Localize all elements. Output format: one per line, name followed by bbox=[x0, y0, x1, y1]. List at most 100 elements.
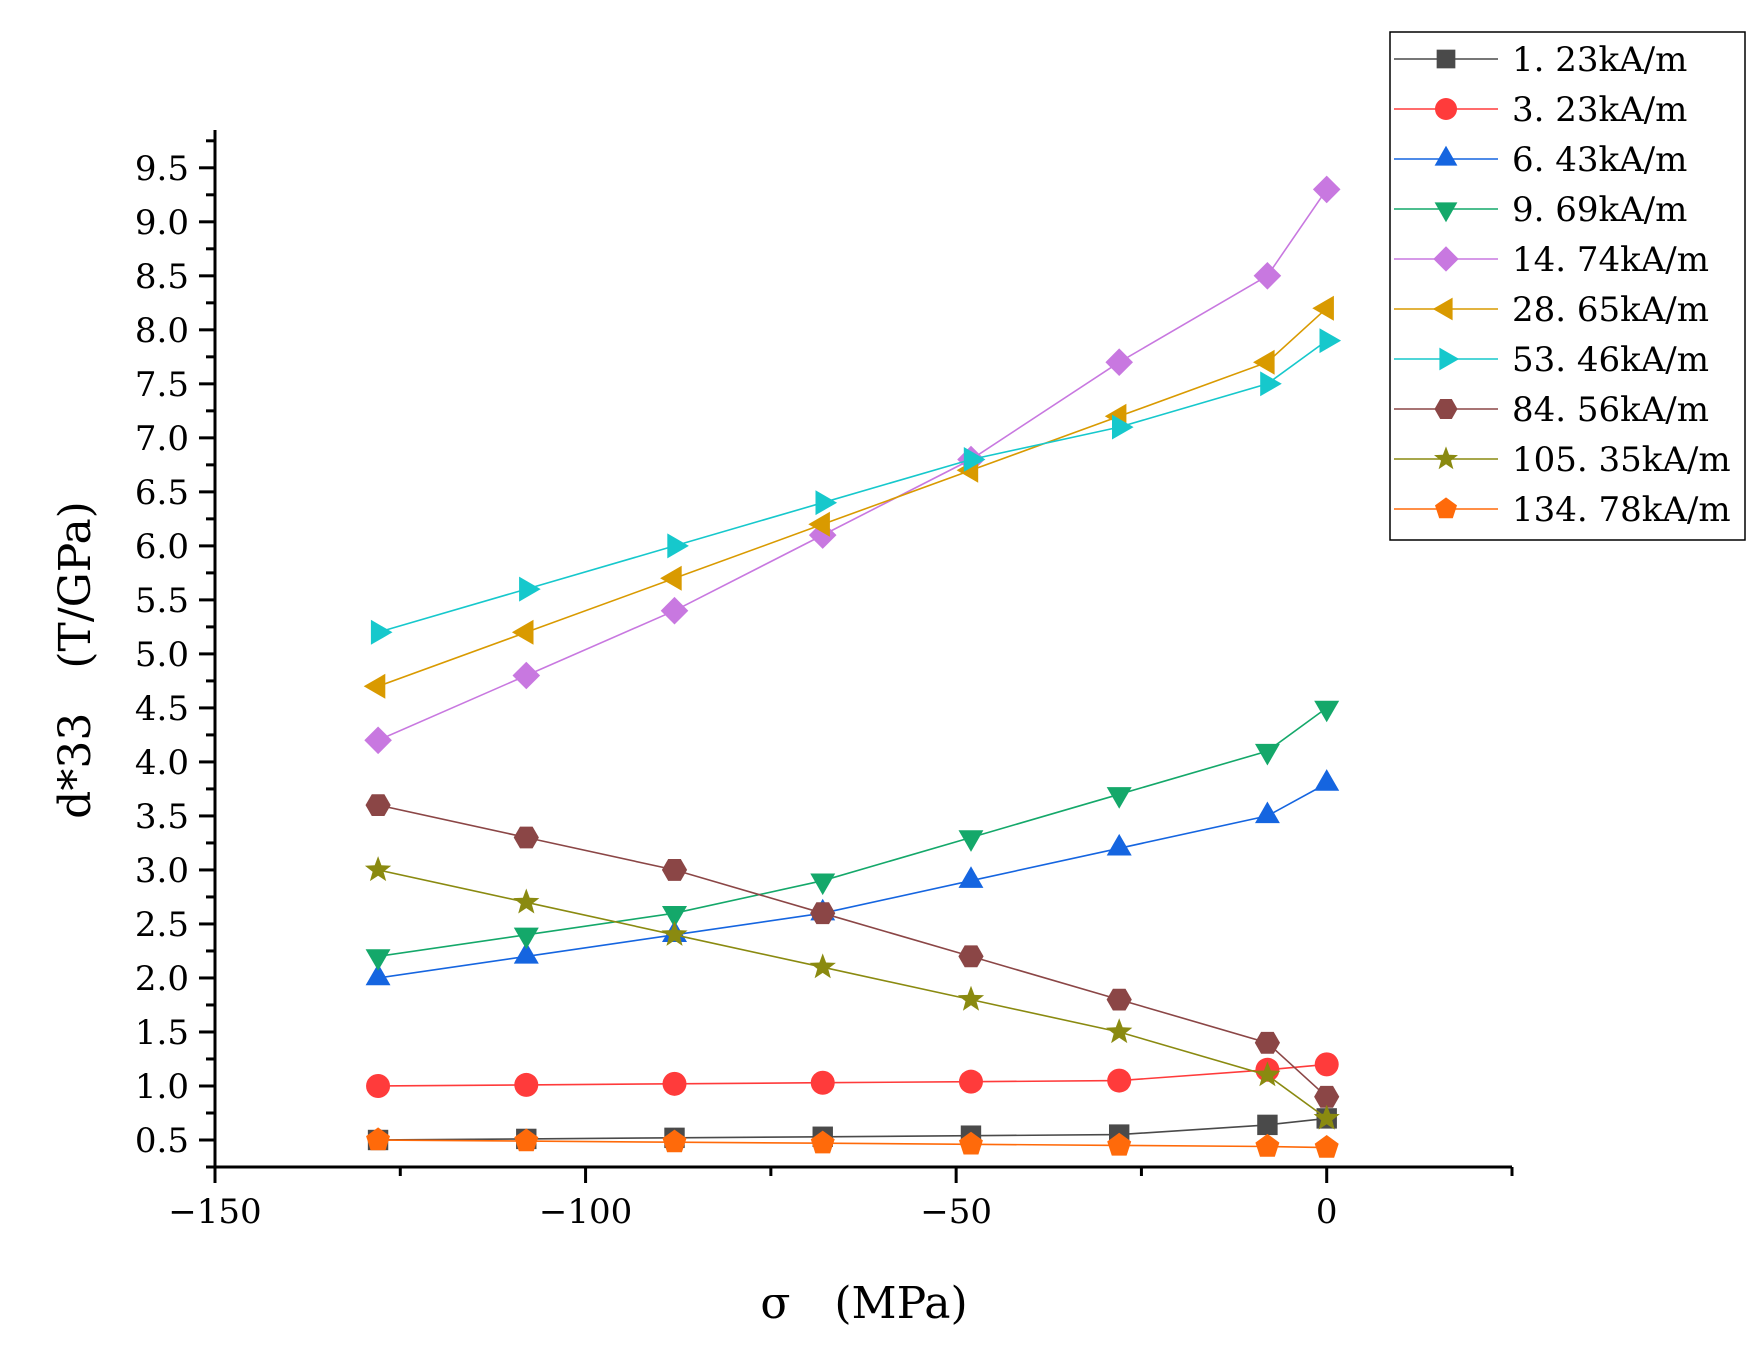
data-point bbox=[511, 619, 534, 645]
legend-label: 105. 35kA/m bbox=[1512, 440, 1731, 480]
y-tick-label: 2.0 bbox=[135, 959, 189, 999]
data-point bbox=[1312, 295, 1334, 321]
data-point bbox=[810, 1070, 835, 1095]
legend: 1. 23kA/m 3. 23kA/m 6. 43kA/m 9. 69kA/m 14. … bbox=[1389, 31, 1746, 541]
legend-item: 105. 35kA/m bbox=[1394, 440, 1731, 480]
series-group bbox=[363, 175, 1342, 1158]
legend-item: 9. 69kA/m bbox=[1394, 190, 1687, 230]
data-point bbox=[662, 1129, 687, 1153]
series bbox=[366, 1052, 1339, 1098]
x-tick-label: −100 bbox=[539, 1192, 632, 1232]
legend-label: 6. 43kA/m bbox=[1512, 140, 1687, 180]
data-point bbox=[1312, 175, 1341, 204]
y-tick-label: 7.0 bbox=[135, 419, 189, 459]
y-tick-label: 4.0 bbox=[135, 743, 189, 783]
data-point bbox=[364, 856, 392, 882]
data-point bbox=[808, 511, 830, 537]
legend-item: 6. 43kA/m bbox=[1394, 140, 1687, 180]
legend-label: 3. 23kA/m bbox=[1512, 90, 1687, 130]
legend-item: 53. 46kA/m bbox=[1394, 340, 1709, 380]
x-tick-label: 0 bbox=[1316, 1192, 1338, 1232]
data-point bbox=[958, 866, 984, 888]
series bbox=[366, 1127, 1339, 1158]
legend-item: 84. 56kA/m bbox=[1394, 390, 1709, 430]
data-point bbox=[363, 673, 386, 699]
data-point bbox=[1253, 349, 1275, 375]
data-point bbox=[370, 619, 393, 645]
x-axis-label: σ (MPa) bbox=[760, 1278, 967, 1329]
legend-label: 84. 56kA/m bbox=[1512, 390, 1709, 430]
legend-label: 14. 74kA/m bbox=[1512, 240, 1709, 280]
data-point bbox=[1254, 1031, 1280, 1054]
data-point bbox=[513, 826, 539, 849]
y-tick-label: 1.0 bbox=[135, 1067, 189, 1107]
x-tick-label: −150 bbox=[168, 1192, 261, 1232]
legend-label: 134. 78kA/m bbox=[1512, 490, 1731, 530]
legend-marker bbox=[1434, 446, 1458, 470]
data-point bbox=[1260, 371, 1282, 397]
data-point bbox=[667, 533, 689, 559]
data-point bbox=[810, 873, 836, 896]
series-line bbox=[377, 782, 1328, 979]
data-point bbox=[661, 859, 688, 881]
series bbox=[365, 700, 1340, 971]
data-point bbox=[662, 1071, 687, 1096]
data-point bbox=[513, 888, 540, 914]
data-point bbox=[660, 565, 682, 591]
series-line bbox=[378, 1139, 1327, 1149]
data-point bbox=[1112, 414, 1134, 440]
y-axis-label: d*33 (T/GPa) bbox=[50, 501, 101, 819]
data-point bbox=[1105, 348, 1133, 376]
series-line bbox=[377, 804, 1328, 1098]
data-point bbox=[364, 726, 392, 755]
data-point bbox=[958, 945, 984, 968]
data-point bbox=[809, 953, 836, 979]
series bbox=[370, 328, 1342, 645]
series-line bbox=[377, 339, 1328, 634]
data-point bbox=[958, 830, 984, 852]
y-tick-label: 0.5 bbox=[135, 1121, 189, 1161]
series bbox=[364, 175, 1341, 755]
y-tick-label: 1.5 bbox=[135, 1013, 189, 1053]
legend-item: 134. 78kA/m bbox=[1394, 490, 1731, 530]
series bbox=[363, 295, 1334, 699]
x-tick-label: −50 bbox=[920, 1192, 992, 1232]
data-point bbox=[513, 927, 539, 950]
data-point bbox=[963, 447, 986, 472]
y-tick-label: 9.0 bbox=[135, 203, 189, 243]
data-point bbox=[959, 1131, 983, 1155]
legend-marker bbox=[1434, 145, 1458, 166]
data-point bbox=[810, 1130, 835, 1154]
y-tick-label: 8.0 bbox=[135, 311, 189, 351]
legend-label: 1. 23kA/m bbox=[1512, 40, 1687, 80]
data-point bbox=[1314, 1052, 1339, 1077]
data-point bbox=[1255, 743, 1280, 766]
data-point bbox=[1313, 1104, 1340, 1130]
legend-label: 53. 46kA/m bbox=[1512, 340, 1709, 380]
legend-marker bbox=[1436, 49, 1456, 69]
data-point bbox=[514, 1072, 539, 1097]
series bbox=[365, 769, 1340, 986]
legend-marker bbox=[1434, 202, 1458, 223]
data-point bbox=[1107, 1132, 1132, 1156]
data-point bbox=[519, 576, 541, 602]
y-tick-label: 9.5 bbox=[135, 149, 189, 189]
data-point bbox=[815, 490, 838, 516]
data-point bbox=[662, 906, 687, 928]
legend-marker bbox=[1434, 399, 1458, 419]
series-line bbox=[378, 1063, 1327, 1087]
axes: −150 −100 −50 0 0.5 1.0 1.5 2.0 2.5 3.0 3.5 4.0 4.5 5… bbox=[135, 130, 1514, 1232]
data-point bbox=[365, 949, 391, 971]
legend-marker bbox=[1433, 246, 1459, 272]
legend-label: 9. 69kA/m bbox=[1512, 190, 1687, 230]
data-point bbox=[660, 596, 689, 625]
data-point bbox=[1255, 1133, 1280, 1157]
y-tick-label: 5.0 bbox=[135, 635, 189, 675]
data-point bbox=[1106, 833, 1132, 856]
data-point bbox=[1314, 700, 1340, 723]
y-tick-label: 3.0 bbox=[135, 851, 189, 891]
data-point bbox=[1253, 262, 1282, 290]
y-tick-label: 7.5 bbox=[135, 365, 189, 405]
data-point bbox=[365, 794, 391, 816]
